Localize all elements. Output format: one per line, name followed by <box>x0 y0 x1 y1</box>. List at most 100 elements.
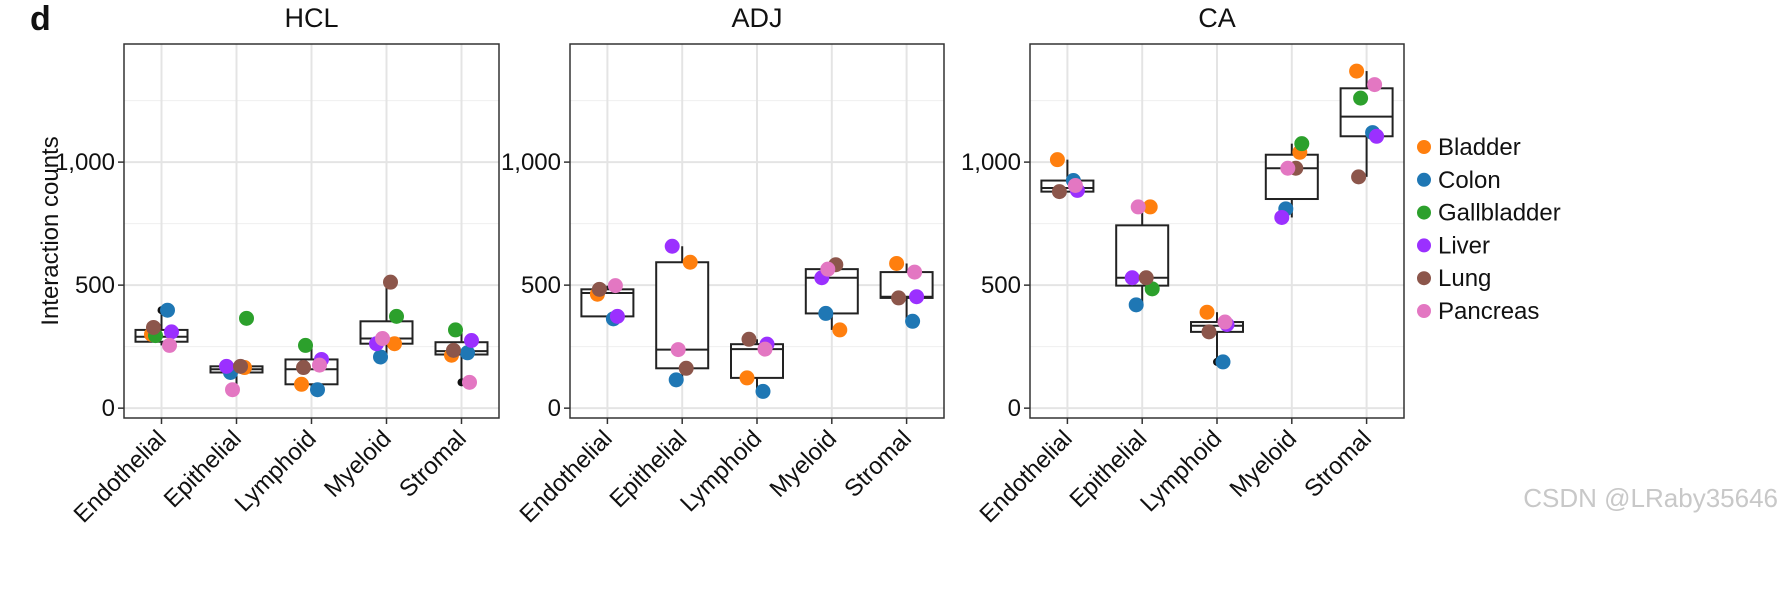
box-iqr <box>1264 153 1319 201</box>
y-tick-label: 1,000 <box>501 149 561 176</box>
data-point-pancreas <box>607 278 623 294</box>
data-point-bladder <box>1142 199 1158 215</box>
data-point-bladder <box>832 322 848 338</box>
data-point-pancreas <box>1217 314 1233 330</box>
data-point-bladder <box>1199 304 1215 320</box>
data-point-gallbladder <box>239 310 254 326</box>
data-point-gallbladder <box>1294 136 1310 152</box>
data-point-bladder <box>1049 152 1065 168</box>
data-point-pancreas <box>1280 160 1296 176</box>
x-tick-label: Lymphoid <box>675 425 767 517</box>
data-point-bladder <box>739 370 755 386</box>
data-point-lung <box>296 360 311 376</box>
data-point-pancreas <box>1067 177 1083 193</box>
y-tick-label: 0 <box>1008 395 1021 422</box>
box-iqr <box>804 268 859 315</box>
data-point-bladder <box>1349 63 1365 79</box>
data-point-lung <box>741 331 757 347</box>
panel-adj: 05001,000EndothelialEpithelialLymphoidMy… <box>501 3 945 528</box>
data-point-bladder <box>387 336 402 352</box>
data-point-lung <box>1201 324 1217 340</box>
legend-swatch-pancreas <box>1417 304 1431 318</box>
legend-label-gallbladder: Gallbladder <box>1438 200 1561 227</box>
legend-label-liver: Liver <box>1438 232 1490 259</box>
watermark: CSDN @LRaby35646 <box>1523 483 1778 513</box>
legend-swatch-lung <box>1417 271 1431 286</box>
data-point-colon <box>460 345 475 361</box>
data-point-liver <box>1369 128 1385 144</box>
panel-ca: 05001,000EndothelialEpithelialLymphoidMy… <box>961 3 1405 528</box>
data-point-lung <box>383 274 398 290</box>
data-point-gallbladder <box>448 322 463 338</box>
data-point-colon <box>818 305 834 321</box>
legend-label-bladder: Bladder <box>1438 134 1521 161</box>
legend-label-colon: Colon <box>1438 167 1501 194</box>
x-tick-label: Stromal <box>394 425 472 503</box>
panel-title: HCL <box>284 3 338 33</box>
x-tick-label: Lymphoid <box>230 425 322 517</box>
data-point-pancreas <box>462 374 477 390</box>
y-tick-label: 1,000 <box>55 149 115 176</box>
data-point-liver <box>1124 270 1140 286</box>
panel-title: CA <box>1198 3 1236 33</box>
legend-swatch-colon <box>1417 172 1431 187</box>
data-point-pancreas <box>907 264 923 280</box>
x-tick-label: Myeloid <box>764 425 842 503</box>
data-point-colon <box>668 372 684 388</box>
data-point-liver <box>164 324 179 340</box>
data-point-liver <box>664 238 680 254</box>
data-point-lung <box>678 360 694 376</box>
data-point-lung <box>1351 169 1367 185</box>
x-tick-label: Stromal <box>1299 425 1377 503</box>
data-point-pancreas <box>375 331 390 347</box>
x-tick-label: Endothelial <box>515 425 618 528</box>
data-point-colon <box>160 302 175 318</box>
y-tick-label: 0 <box>102 395 115 422</box>
data-point-lung <box>1138 270 1154 286</box>
legend: Bladder Colon Gallbladder Liver Lung Pancreas <box>1417 134 1561 325</box>
legend-label-lung: Lung <box>1438 265 1491 292</box>
data-point-liver <box>609 308 625 324</box>
data-point-gallbladder <box>389 308 404 324</box>
x-tick-label: Myeloid <box>319 425 397 503</box>
data-point-gallbladder <box>298 337 313 353</box>
data-point-liver <box>1274 209 1290 225</box>
data-point-lung <box>1051 184 1067 200</box>
data-point-bladder <box>889 255 905 271</box>
legend-label-pancreas: Pancreas <box>1438 298 1539 325</box>
data-point-pancreas <box>757 341 773 357</box>
data-point-lung <box>446 342 461 358</box>
data-point-lung <box>146 319 161 335</box>
data-point-pancreas <box>312 357 327 373</box>
data-point-colon <box>755 383 771 399</box>
panel-hcl: 05001,000EndothelialEpithelialLymphoidMy… <box>37 3 500 528</box>
data-point-gallbladder <box>1353 90 1369 106</box>
y-tick-label: 500 <box>75 272 115 299</box>
data-point-pancreas <box>670 342 686 358</box>
y-axis-label: Interaction counts <box>37 136 64 325</box>
data-point-pancreas <box>820 261 836 277</box>
box-iqr <box>879 271 934 299</box>
data-point-bladder <box>682 254 698 270</box>
data-point-colon <box>1215 354 1231 370</box>
y-tick-label: 500 <box>521 272 561 299</box>
data-point-pancreas <box>162 337 177 353</box>
y-tick-label: 0 <box>548 395 561 422</box>
panel-title: ADJ <box>731 3 782 33</box>
y-tick-label: 1,000 <box>961 149 1021 176</box>
x-tick-label: Endothelial <box>975 425 1078 528</box>
x-tick-label: Endothelial <box>69 425 172 528</box>
data-point-lung <box>233 358 248 374</box>
y-tick-label: 500 <box>981 272 1021 299</box>
data-point-gallbladder <box>1144 281 1160 297</box>
data-point-pancreas <box>225 382 240 398</box>
x-tick-label: Lymphoid <box>1135 425 1227 517</box>
x-tick-label: Myeloid <box>1224 425 1302 503</box>
x-tick-label: Stromal <box>839 425 917 503</box>
data-point-lung <box>591 281 607 297</box>
data-point-bladder <box>294 376 309 392</box>
legend-swatch-liver <box>1417 238 1431 253</box>
data-point-liver <box>909 289 925 305</box>
box-iqr <box>284 358 339 386</box>
panels: 05001,000EndothelialEpithelialLymphoidMy… <box>37 3 1405 528</box>
